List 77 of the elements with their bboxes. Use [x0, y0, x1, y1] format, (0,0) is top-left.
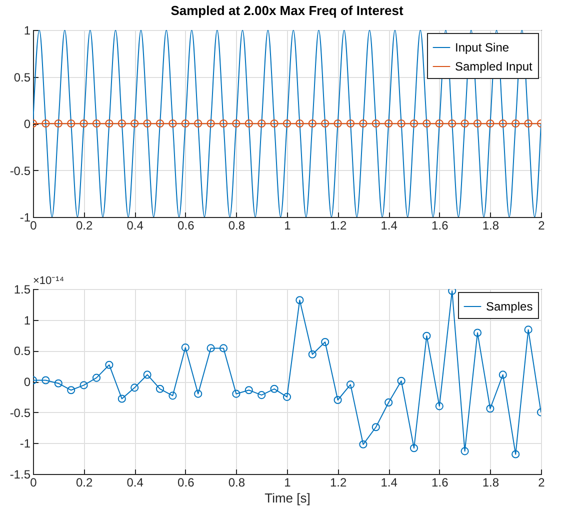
- point: [512, 450, 520, 458]
- point: [486, 404, 494, 413]
- legend-label: Input Sine: [455, 40, 510, 54]
- y-tick-label: 1.5: [14, 282, 31, 296]
- y-tick-label: -0.5: [10, 406, 31, 420]
- text: ×10⁻¹⁴: [33, 275, 64, 287]
- point: [397, 376, 406, 385]
- x-tick-label: 2: [538, 218, 546, 232]
- point: [282, 392, 292, 401]
- x-tick-label: 0.6: [178, 218, 195, 232]
- chart-title: Sampled at 2.00x Max Freq of Interest: [170, 3, 404, 18]
- point: [219, 344, 228, 352]
- x-tick-label: 1.6: [432, 218, 449, 232]
- y-tick-label: -0.5: [10, 164, 31, 178]
- point: [448, 289, 456, 295]
- point: [67, 386, 76, 394]
- point: [232, 390, 240, 398]
- x-tick-label: 0.2: [76, 218, 93, 232]
- x-tick-label: 0.8: [228, 218, 246, 232]
- x-tick-label: 0.4: [126, 476, 144, 490]
- point: [410, 444, 418, 452]
- x-tick-label: 1.8: [482, 476, 500, 490]
- x-tick-label: 1: [284, 218, 292, 232]
- point: [42, 376, 50, 384]
- point: [296, 296, 304, 304]
- y-tick-label: 0.5: [14, 70, 31, 84]
- point: [168, 392, 177, 400]
- y-tick-label: -1: [20, 436, 31, 451]
- point: [143, 370, 152, 379]
- x-tick-label: 0.2: [76, 476, 93, 490]
- point: [498, 370, 507, 379]
- point: [372, 423, 380, 432]
- point: [308, 350, 316, 358]
- point: [105, 360, 114, 369]
- point: [346, 380, 355, 389]
- x-axis-title: Time [s]: [264, 490, 310, 506]
- point: [156, 384, 164, 393]
- x-tick-label: 1.6: [432, 476, 449, 490]
- y-tick-label: 0.5: [14, 344, 31, 358]
- point: [422, 332, 431, 340]
- y-tick-label: -1.5: [10, 468, 31, 482]
- point: [334, 396, 342, 404]
- point: [384, 398, 393, 406]
- point: [321, 338, 330, 346]
- point: [194, 390, 202, 398]
- point: [359, 440, 368, 448]
- point: [270, 384, 278, 393]
- point: [258, 391, 266, 400]
- point: [130, 384, 139, 392]
- point: [80, 381, 88, 390]
- y-tick-label: 1: [24, 313, 31, 328]
- x-tick-label: 1.2: [330, 476, 347, 490]
- point: [244, 386, 253, 394]
- point: [435, 402, 444, 410]
- x-tick-label: 1.4: [380, 476, 398, 490]
- y-tick-label: 0: [24, 375, 31, 389]
- x-tick-label: 0.8: [228, 476, 246, 490]
- x-tick-label: 0.4: [126, 218, 144, 232]
- y-tick-label: -1: [20, 210, 31, 224]
- point: [524, 326, 532, 334]
- point: [206, 344, 215, 352]
- point: [118, 394, 126, 403]
- legend-label: Sampled Input: [455, 60, 534, 74]
- x-tick-label: 2: [538, 476, 546, 490]
- point: [92, 374, 101, 382]
- x-tick-label: 1.4: [380, 218, 398, 232]
- legend-label: Samples: [486, 300, 533, 314]
- y-tick-label: 0: [24, 117, 31, 131]
- point: [181, 344, 190, 352]
- x-tick-label: 1.8: [482, 218, 500, 232]
- point: [54, 379, 62, 388]
- y-tick-label: 1: [24, 24, 31, 38]
- x-tick-label: 1: [284, 476, 292, 490]
- point: [473, 328, 482, 337]
- x-tick-label: 1.2: [330, 218, 347, 232]
- point: [460, 447, 469, 456]
- x-tick-label: 0.6: [178, 476, 195, 490]
